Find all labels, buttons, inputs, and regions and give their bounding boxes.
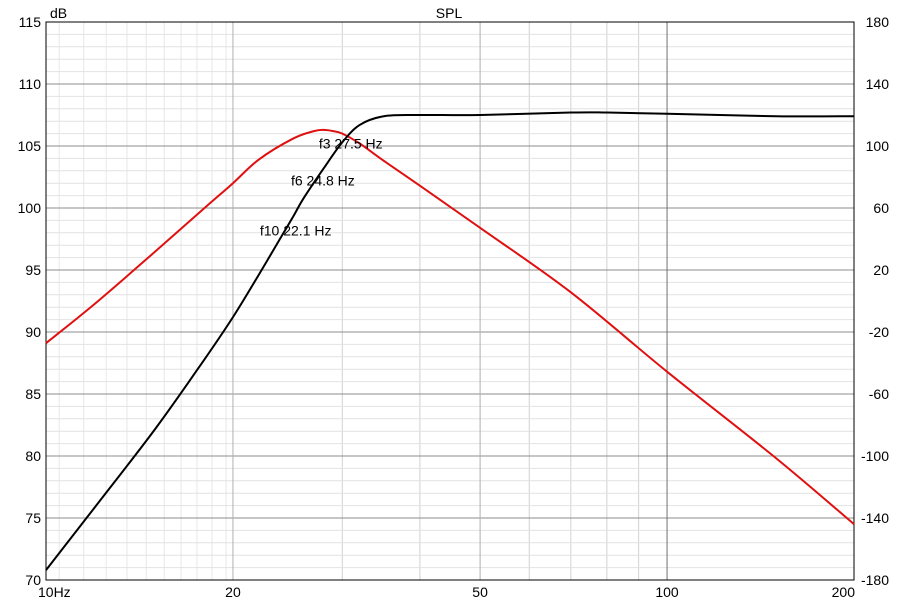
x-tick-label: 200	[832, 584, 856, 600]
y2-tick-label: -60	[869, 386, 889, 402]
y-tick-label: 85	[25, 386, 41, 402]
y2-tick-label: -20	[869, 324, 889, 340]
y-tick-labels: 70 75 80 85 90 95 100 105 110 115	[18, 14, 42, 588]
y2-tick-label: 100	[866, 138, 890, 154]
y2-tick-label: 180	[866, 14, 890, 30]
y-tick-label: 75	[25, 510, 41, 526]
y2-tick-label: 60	[873, 200, 889, 216]
y-tick-label: 115	[19, 14, 42, 30]
plot-frame	[45, 21, 855, 581]
y2-tick-label: 140	[866, 76, 890, 92]
x-tick-label: 20	[225, 584, 241, 600]
series-line-red	[45, 128, 855, 525]
y-axis-label: dB	[50, 5, 67, 21]
y2-tick-labels: -180 -140 -100 -60 -20 20 60 100 140 180	[861, 14, 889, 588]
x-tick-label: 100	[655, 584, 679, 600]
minor-grid	[46, 22, 854, 580]
cutoff-annotation: f10 22.1 Hz	[260, 222, 332, 238]
major-grid	[45, 21, 855, 581]
y-tick-label: 100	[18, 200, 42, 216]
y2-tick-label: -180	[861, 572, 889, 588]
y-tick-label: 80	[25, 448, 41, 464]
chart-title: SPL	[436, 5, 463, 21]
x-tick-label: 50	[472, 584, 488, 600]
y2-tick-label: -100	[861, 448, 889, 464]
cutoff-annotation: f3 27.5 Hz	[319, 135, 383, 151]
y2-tick-label: -140	[861, 510, 889, 526]
series-layer	[45, 111, 855, 571]
y-tick-label: 95	[25, 262, 41, 278]
cutoff-annotation: f6 24.8 Hz	[291, 173, 355, 189]
y-tick-label: 70	[25, 572, 41, 588]
y-tick-label: 105	[18, 138, 42, 154]
x-tick-labels: 10Hz 20 50 100 200	[38, 584, 855, 600]
annotation-layer: f3 27.5 Hz f6 24.8 Hz f10 22.1 Hz	[260, 135, 383, 238]
y-tick-label: 110	[19, 76, 42, 92]
y-tick-label: 90	[25, 324, 41, 340]
x-tick-label: 10Hz	[38, 584, 71, 600]
series-line-black	[45, 111, 855, 571]
y2-tick-label: 20	[873, 262, 889, 278]
